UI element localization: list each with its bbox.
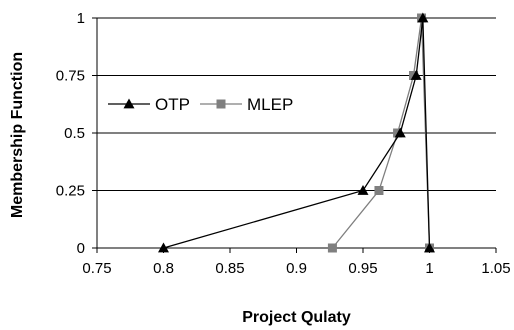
y-tick-label-4: 1 [77,10,85,27]
data-point-otp-1 [357,185,369,195]
y-tick-labels: 0 0.25 0.5 0.75 1 [56,10,85,257]
data-point-otp-2 [394,127,406,138]
legend: OTP MLEP [108,95,293,114]
x-tick-label-6: 1.05 [481,260,510,277]
y-tick-label-3: 0.75 [56,68,85,85]
legend-label-mlep: MLEP [247,95,293,114]
gridlines [97,17,496,191]
legend-marker-mlep [216,99,226,109]
series-line-mlep [331,17,431,249]
series-group [158,12,435,253]
x-tick-labels: 0.75 0.8 0.85 0.9 0.95 1 1.05 [82,260,510,277]
x-axis-title: Project Qulaty [242,309,351,326]
data-point-otp-5 [424,242,435,253]
x-tick-label-2: 0.85 [215,260,244,277]
x-tick-label-0: 0.75 [82,260,111,277]
y-tick-label-1: 0.25 [56,183,85,200]
data-point-mlep-1 [374,186,384,195]
y-tick-label-0: 0 [77,240,85,257]
y-tick-label-2: 0.5 [64,125,85,142]
legend-label-otp: OTP [155,95,190,114]
y-axis-title: Membership Function [9,52,26,218]
x-tick-label-5: 1 [425,260,433,277]
x-tick-label-3: 0.9 [286,260,307,277]
series-line-otp [163,17,431,249]
data-point-otp-4 [417,12,429,23]
axes [92,17,497,253]
data-point-otp-3 [410,70,422,80]
x-tick-label-4: 0.95 [348,260,377,277]
legend-marker-otp [123,98,135,109]
data-point-mlep-0 [327,243,337,253]
data-point-otp-0 [158,242,169,253]
x-tick-label-1: 0.8 [153,260,174,277]
